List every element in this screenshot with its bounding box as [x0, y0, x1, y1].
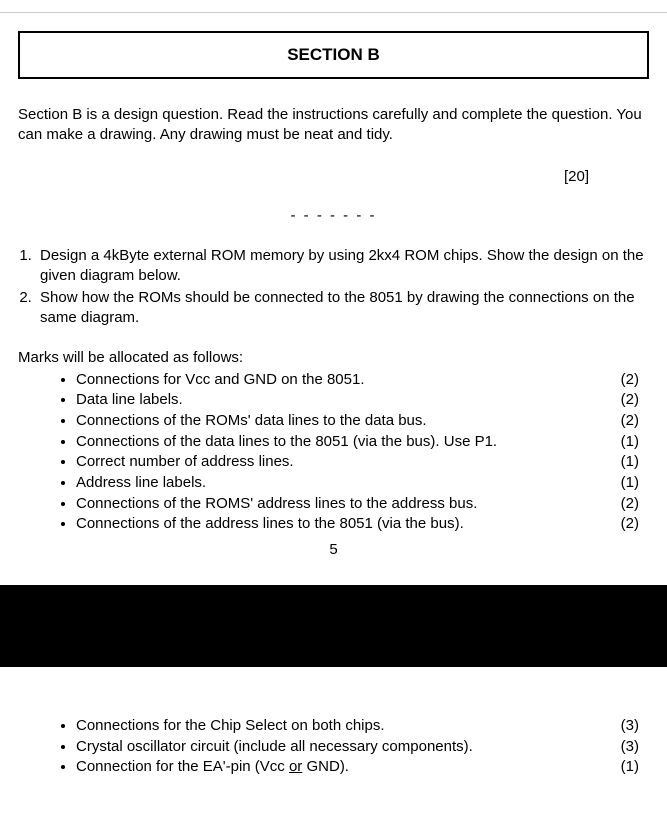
bullet-text: Connections of the ROMS' address lines t…	[76, 495, 477, 512]
bullet-text: Connections of the ROMs' data lines to t…	[76, 412, 427, 429]
bullet-points: (3)	[621, 716, 639, 737]
bullet-text: Correct number of address lines.	[76, 453, 294, 470]
bullet-points: (3)	[621, 737, 639, 758]
bullet-points: (1)	[621, 432, 639, 453]
list-item: Connections for Vcc and GND on the 8051.…	[76, 370, 649, 391]
lower-content: Connections for the Chip Select on both …	[18, 716, 649, 778]
marks-bullets-top: Connections for Vcc and GND on the 8051.…	[18, 370, 649, 536]
bullet-points: (2)	[621, 494, 639, 515]
separator-dashes: - - - - - - -	[18, 207, 649, 224]
bullet-points: (1)	[621, 452, 639, 473]
list-item: Connections of the data lines to the 805…	[76, 432, 649, 453]
bullet-text: Crystal oscillator circuit (include all …	[76, 738, 473, 755]
list-item: Connection for the EA'-pin (Vcc or GND).…	[76, 757, 649, 778]
intro-paragraph: Section B is a design question. Read the…	[18, 105, 649, 146]
page-break-band	[0, 585, 667, 667]
bullet-text: Connections for Vcc and GND on the 8051.	[76, 371, 365, 388]
question-2: Show how the ROMs should be connected to…	[36, 288, 649, 329]
question-list: Design a 4kByte external ROM memory by u…	[18, 246, 649, 329]
list-item: Crystal oscillator circuit (include all …	[76, 737, 649, 758]
bullet-text: Connection for the EA'-pin (Vcc or GND).	[76, 758, 349, 775]
bullet-text: Connections of the address lines to the …	[76, 515, 464, 532]
list-item: Data line labels. (2)	[76, 390, 649, 411]
list-item: Correct number of address lines. (1)	[76, 452, 649, 473]
bullet-points: (1)	[621, 757, 639, 778]
list-item: Connections of the address lines to the …	[76, 514, 649, 535]
section-title: SECTION B	[287, 45, 380, 64]
question-1: Design a 4kByte external ROM memory by u…	[36, 246, 649, 287]
total-marks: [20]	[18, 168, 649, 185]
bullet-text: Connections for the Chip Select on both …	[76, 717, 385, 734]
page-content: SECTION B Section B is a design question…	[0, 13, 667, 558]
list-item: Connections of the ROMS' address lines t…	[76, 494, 649, 515]
bullet-text-post: GND).	[302, 758, 349, 775]
bullet-text: Address line labels.	[76, 474, 206, 491]
bullet-text-underline: or	[289, 758, 302, 775]
bullet-points: (1)	[621, 473, 639, 494]
bullet-points: (2)	[621, 411, 639, 432]
bullet-points: (2)	[621, 390, 639, 411]
section-header: SECTION B	[18, 31, 649, 79]
marks-intro: Marks will be allocated as follows:	[18, 349, 649, 366]
list-item: Connections of the ROMs' data lines to t…	[76, 411, 649, 432]
bullet-text-pre: Connection for the EA'-pin (Vcc	[76, 758, 289, 775]
bullet-text: Connections of the data lines to the 805…	[76, 433, 497, 450]
list-item: Address line labels. (1)	[76, 473, 649, 494]
marks-bullets-bottom: Connections for the Chip Select on both …	[18, 716, 649, 778]
page-number: 5	[18, 541, 649, 558]
bullet-text: Data line labels.	[76, 391, 183, 408]
bullet-points: (2)	[621, 514, 639, 535]
bullet-points: (2)	[621, 370, 639, 391]
list-item: Connections for the Chip Select on both …	[76, 716, 649, 737]
